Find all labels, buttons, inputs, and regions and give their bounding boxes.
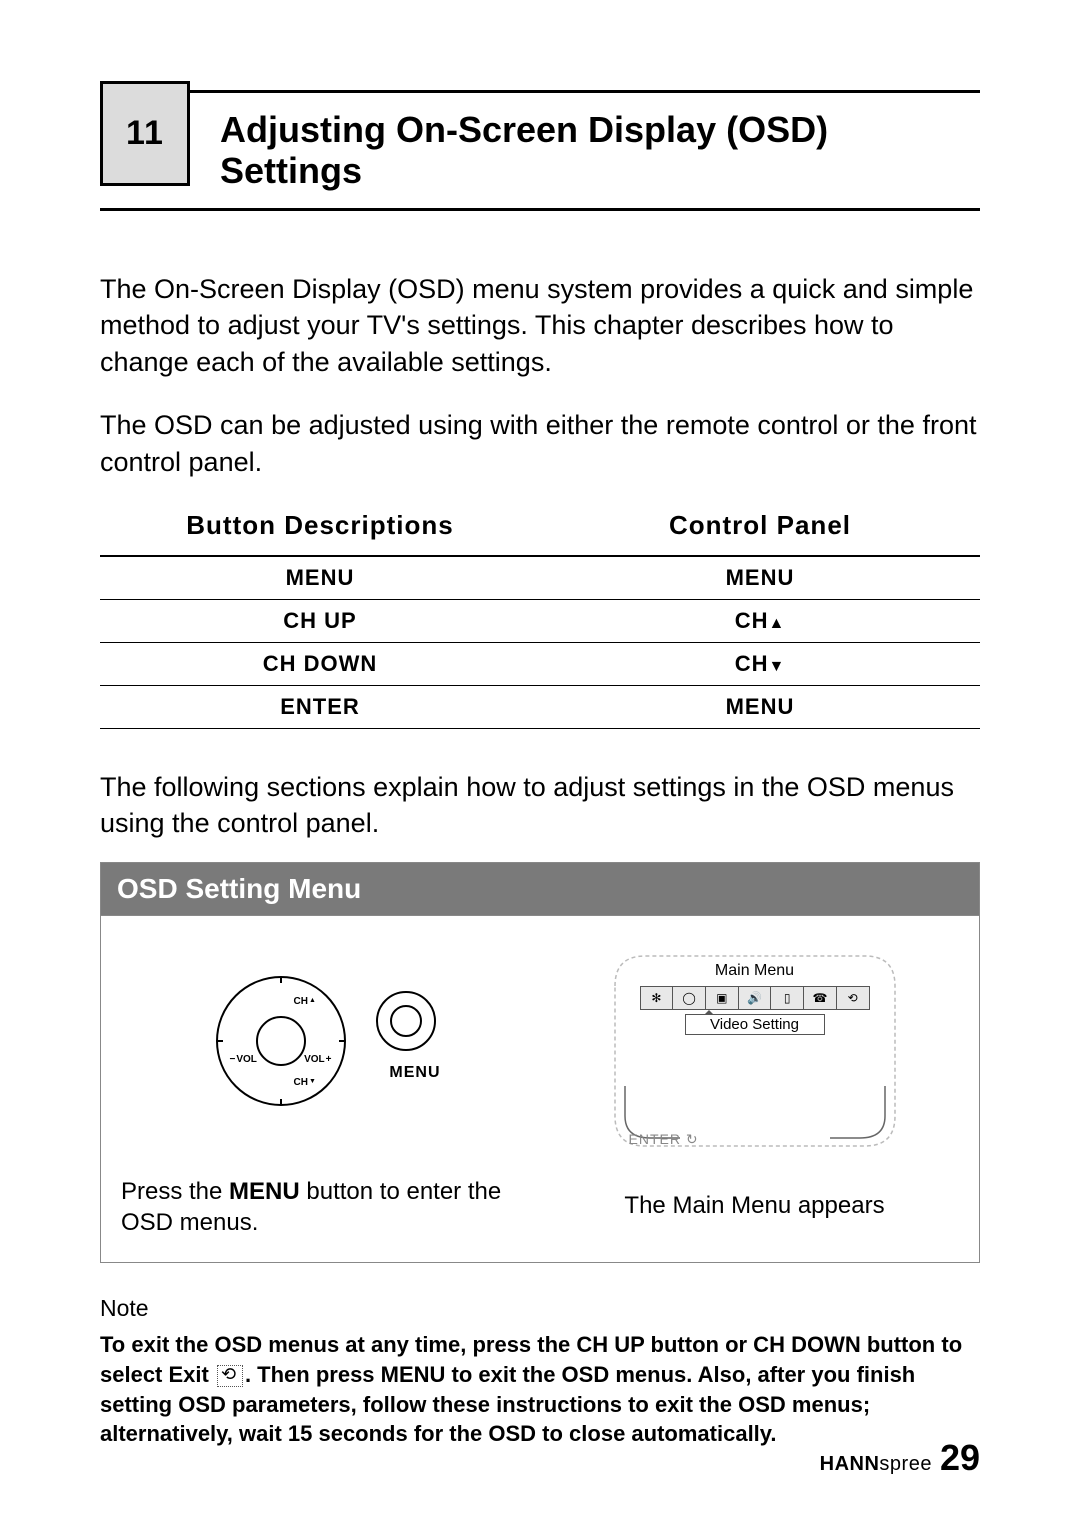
triangle-up-icon xyxy=(308,996,316,1007)
osd-setting-menu-box: OSD Setting Menu CH CH VOL VOL xyxy=(100,862,980,1263)
enter-arrow-icon: ↻ xyxy=(681,1131,699,1147)
note-heading: Note xyxy=(100,1293,980,1324)
menu-icon: ▯ xyxy=(771,987,804,1009)
menu-button-illustration xyxy=(376,991,436,1051)
dpad-center xyxy=(256,1016,306,1066)
dpad-vol-right-label: VOL xyxy=(304,1054,331,1065)
main-menu-icon-row: ✻ ◯ ▣ 🔊 ▯ ☎ ⟲ xyxy=(640,986,870,1010)
table-row: CH UP CH xyxy=(100,599,980,642)
followup-paragraph: The following sections explain how to ad… xyxy=(100,769,980,842)
menu-icon: ▣ xyxy=(706,987,739,1009)
dpad-vol-left-label: VOL xyxy=(230,1054,257,1065)
crt-screen-illustration: Main Menu ✻ ◯ ▣ 🔊 ▯ ☎ ⟲ Video Setting EN… xyxy=(595,946,915,1166)
cell-desc: CH DOWN xyxy=(100,642,540,685)
note-body: To exit the OSD menus at any time, press… xyxy=(100,1330,980,1449)
enter-hint-label: ENTER ↻ xyxy=(629,1131,699,1148)
cell-panel: MENU xyxy=(540,685,980,728)
section-number: 11 xyxy=(100,81,190,186)
main-menu-title: Main Menu xyxy=(635,962,875,980)
osd-right-column: Main Menu ✻ ◯ ▣ 🔊 ▯ ☎ ⟲ Video Setting EN… xyxy=(550,946,959,1238)
menu-button-label: MENU xyxy=(389,1064,440,1082)
footer-page-number: 29 xyxy=(940,1437,980,1479)
section-header: 11 Adjusting On-Screen Display (OSD) Set… xyxy=(100,90,980,211)
triangle-down-icon xyxy=(308,1077,316,1088)
cell-desc: MENU xyxy=(100,556,540,600)
cell-panel: CH xyxy=(540,599,980,642)
table-row: MENU MENU xyxy=(100,556,980,600)
triangle-up-icon xyxy=(768,608,785,633)
footer-brand: HANNspree xyxy=(820,1453,932,1476)
button-description-table: Button Descriptions Control Panel MENU M… xyxy=(100,500,980,729)
menu-icon: ✻ xyxy=(641,987,674,1009)
intro-paragraph-1: The On-Screen Display (OSD) menu system … xyxy=(100,271,980,380)
video-setting-label: Video Setting xyxy=(685,1014,825,1035)
cell-desc: ENTER xyxy=(100,685,540,728)
table-row: CH DOWN CH xyxy=(100,642,980,685)
page-footer: HANNspree 29 xyxy=(820,1437,980,1479)
section-number-wrap: 11 xyxy=(100,93,200,208)
dpad-ring: CH CH VOL VOL xyxy=(216,976,346,1106)
section-title: Adjusting On-Screen Display (OSD) Settin… xyxy=(200,93,980,208)
menu-icon: 🔊 xyxy=(739,987,772,1009)
exit-icon xyxy=(217,1365,243,1387)
osd-left-column: CH CH VOL VOL MENU Press the MENU button… xyxy=(121,946,530,1238)
dpad-ch-up-label: CH xyxy=(294,996,316,1007)
note-text-bold: CH UP button or CH DOWN button xyxy=(576,1332,935,1357)
osd-caption-right: The Main Menu appears xyxy=(550,1190,959,1221)
cell-desc: CH UP xyxy=(100,599,540,642)
intro-paragraph-2: The OSD can be adjusted using with eithe… xyxy=(100,407,980,480)
note-section: Note To exit the OSD menus at any time, … xyxy=(100,1293,980,1449)
dpad-ch-down-label: CH xyxy=(294,1077,316,1088)
menu-icon: ◯ xyxy=(673,987,706,1009)
table-header-descriptions: Button Descriptions xyxy=(100,500,540,556)
cell-panel: CH xyxy=(540,642,980,685)
menu-icon: ☎ xyxy=(804,987,837,1009)
menu-icon: ⟲ xyxy=(837,987,869,1009)
cell-panel: MENU xyxy=(540,556,980,600)
osd-header: OSD Setting Menu xyxy=(101,863,979,916)
triangle-down-icon xyxy=(768,651,785,676)
note-text: To exit the OSD menus at any time, press… xyxy=(100,1332,576,1357)
osd-caption-left: Press the MENU button to enter the OSD m… xyxy=(121,1176,530,1238)
table-row: ENTER MENU xyxy=(100,685,980,728)
table-header-control-panel: Control Panel xyxy=(540,500,980,556)
control-panel-illustration: CH CH VOL VOL MENU xyxy=(186,946,466,1146)
osd-content: CH CH VOL VOL MENU Press the MENU button… xyxy=(101,916,979,1262)
